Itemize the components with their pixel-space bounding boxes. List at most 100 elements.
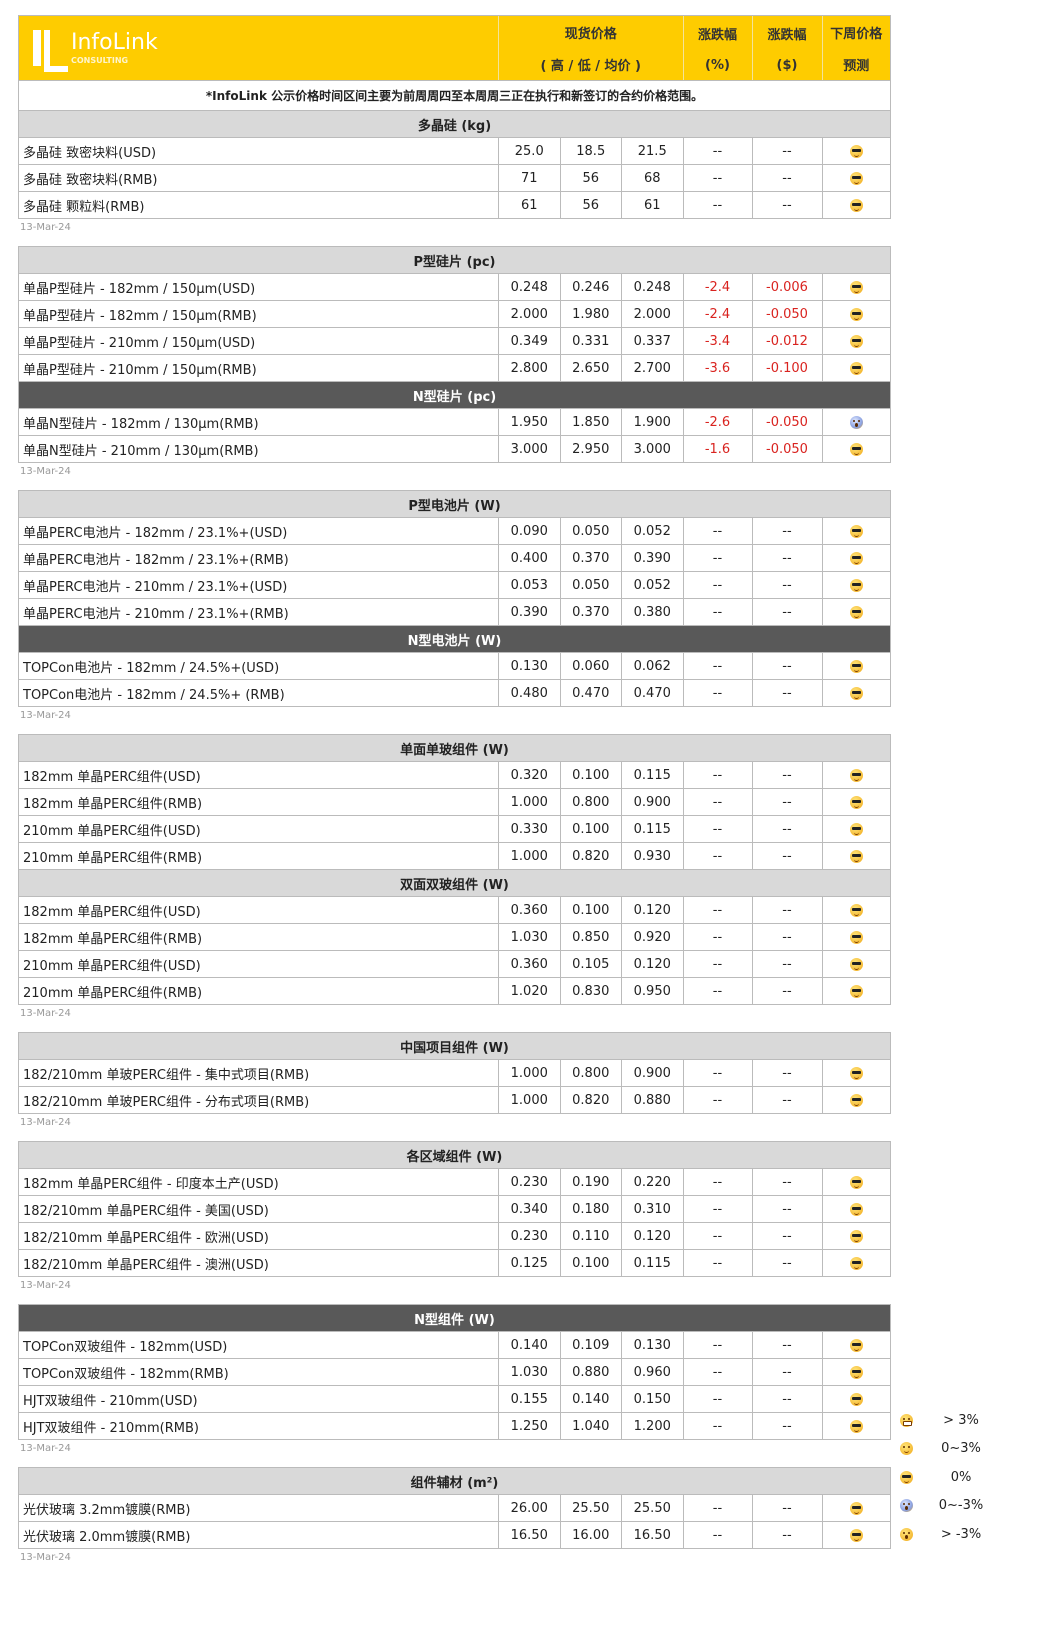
change-pct: -- [712, 1228, 723, 1244]
cool-face-icon [849, 578, 863, 592]
change-usd-cell: -- [751, 1169, 822, 1195]
change-pct-cell: -3.4 [682, 328, 752, 354]
item-name-cell: 210mm 单晶PERC组件(RMB) [19, 843, 498, 869]
cool-face-icon [849, 849, 863, 863]
change-pct: -- [712, 1092, 723, 1108]
change-usd: -- [782, 143, 792, 159]
price-avg-cell: 0.130 [621, 1332, 683, 1358]
forecast-cell [821, 1196, 891, 1222]
price-avg: 0.115 [633, 1255, 671, 1271]
col-pct-header: 涨跌幅 (%) [682, 16, 752, 80]
price-high: 0.125 [510, 1255, 548, 1271]
price-high: 0.090 [510, 523, 548, 539]
change-pct-cell: -- [682, 897, 752, 923]
legend-label: 0% [950, 1469, 972, 1485]
change-pct: -- [712, 821, 723, 837]
change-usd-cell: -- [751, 1332, 822, 1358]
forecast-cell [821, 599, 891, 625]
price-high: 0.320 [510, 767, 548, 783]
price-low: 0.820 [572, 848, 610, 864]
change-usd-cell: -0.012 [751, 328, 822, 354]
change-usd: -- [782, 1065, 792, 1081]
change-usd-cell: -- [751, 762, 822, 788]
price-low: 16.00 [572, 1527, 610, 1543]
price-low: 25.50 [572, 1500, 610, 1516]
table-row: TOPCon双玻组件 - 182mm(USD) 0.140 0.109 0.130 --… [19, 1332, 890, 1359]
price-high: 1.250 [510, 1418, 548, 1434]
item-name-cell: 182/210mm 单玻PERC组件 - 集中式项目(RMB) [19, 1060, 498, 1086]
cool-face-icon [849, 1528, 863, 1542]
cool-face-icon [849, 1202, 863, 1216]
item-name-cell: 182/210mm 单晶PERC组件 - 澳洲(USD) [19, 1250, 498, 1276]
price-low: 0.331 [572, 333, 610, 349]
forecast-cell [821, 355, 891, 381]
price-avg-cell: 0.380 [621, 599, 683, 625]
change-usd-cell: -- [751, 1196, 822, 1222]
legend-label: > -3% [940, 1526, 982, 1542]
price-high-cell: 0.053 [498, 572, 560, 598]
price-high: 1.950 [510, 414, 548, 430]
price-avg: 0.900 [633, 1065, 671, 1081]
price-avg-cell: 0.390 [621, 545, 683, 571]
item-name: TOPCon双玻组件 - 182mm(RMB) [23, 1366, 229, 1382]
date-label: 13-Mar-24 [20, 466, 71, 477]
price-low: 0.800 [572, 1065, 610, 1081]
item-name-cell: 单晶P型硅片 - 210mm / 150μm(USD) [19, 328, 498, 354]
item-name-cell: HJT双玻组件 - 210mm(USD) [19, 1386, 498, 1412]
spacer [18, 1457, 891, 1467]
price-high: 0.248 [510, 279, 548, 295]
col-price-label: 现货价格 [564, 26, 617, 42]
price-low: 0.180 [572, 1201, 610, 1217]
price-avg: 16.50 [633, 1527, 671, 1543]
spacer [18, 1131, 891, 1141]
price-high-cell: 0.125 [498, 1250, 560, 1276]
price-avg: 21.5 [637, 143, 667, 159]
price-avg: 0.115 [633, 767, 671, 783]
change-usd-cell: -- [751, 192, 822, 218]
price-low-cell: 0.820 [559, 1087, 622, 1113]
item-name-cell: 单晶P型硅片 - 182mm / 150μm(USD) [19, 274, 498, 300]
item-name-cell: 多晶硅 颗粒料(RMB) [19, 192, 498, 218]
change-pct-cell: -- [682, 1196, 752, 1222]
price-high: 0.230 [510, 1174, 548, 1190]
price-avg-cell: 0.220 [621, 1169, 683, 1195]
price-avg-cell: 0.120 [621, 897, 683, 923]
change-pct-cell: -3.6 [682, 355, 752, 381]
change-pct: -- [712, 1174, 723, 1190]
change-pct: -- [712, 143, 723, 159]
legend-item: 0~3% [900, 1435, 1001, 1464]
forecast-cell [821, 680, 891, 706]
change-usd-cell: -0.100 [751, 355, 822, 381]
change-pct: -2.4 [704, 279, 731, 295]
table-row: 单晶N型硅片 - 210mm / 130μm(RMB) 3.000 2.950 3.0… [19, 436, 890, 463]
spacer [18, 236, 891, 246]
price-high-cell: 0.480 [498, 680, 560, 706]
item-name: 单晶PERC电池片 - 210mm / 23.1%+(RMB) [23, 606, 289, 622]
item-name: 光伏玻璃 3.2mm镀膜(RMB) [23, 1502, 191, 1518]
change-usd: -- [782, 577, 792, 593]
section-header: N型硅片 (pc) [19, 382, 890, 409]
change-usd-cell: -- [751, 1087, 822, 1113]
price-avg-cell: 0.930 [621, 843, 683, 869]
change-usd: -0.050 [766, 414, 808, 430]
price-high-cell: 1.030 [498, 924, 560, 950]
price-high: 0.360 [510, 902, 548, 918]
price-high: 1.030 [510, 1364, 548, 1380]
price-avg: 2.700 [633, 360, 671, 376]
price-low: 56 [582, 197, 600, 213]
price-low-cell: 18.5 [559, 138, 622, 164]
cool-face-icon [849, 686, 863, 700]
change-usd: -- [782, 658, 792, 674]
price-avg-cell: 0.950 [621, 978, 683, 1004]
forecast-cell [821, 1413, 891, 1439]
price-low: 0.820 [572, 1092, 610, 1108]
change-usd: -- [782, 550, 792, 566]
price-low: 18.5 [576, 143, 606, 159]
cool-face-icon [849, 551, 863, 565]
change-pct: -1.6 [704, 441, 731, 457]
price-low: 0.470 [572, 685, 610, 701]
change-pct-cell: -- [682, 1060, 752, 1086]
price-avg-cell: 0.248 [621, 274, 683, 300]
price-avg-cell: 21.5 [621, 138, 683, 164]
change-pct-cell: -- [682, 165, 752, 191]
